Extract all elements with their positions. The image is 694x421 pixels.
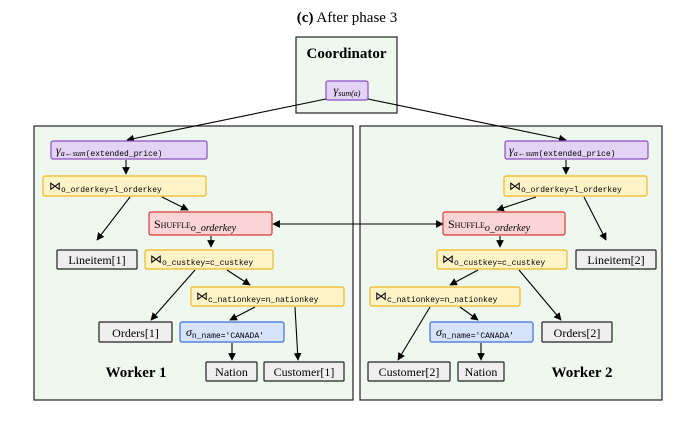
- coordinator-aggregate-label: γsum(a): [334, 83, 361, 98]
- worker-2-aggregate-label: γa←sum(extended_price): [509, 143, 615, 159]
- worker-2-join-mid-box: [436, 249, 568, 270]
- figure-caption: (c) After phase 3: [297, 10, 397, 26]
- worker-1-aggregate-box: [50, 140, 208, 160]
- worker-1-shuffle-box: [148, 211, 273, 236]
- worker-1-aggregate-label: γa←sum(extended_price): [56, 143, 162, 159]
- worker-2-orders-table: [541, 321, 613, 343]
- worker-1-orders-label: Orders[1]: [112, 326, 159, 340]
- coordinator-aggregate-box: [325, 80, 369, 101]
- worker-1-join-top-label: ⋈o_orderkey=l_orderkey: [49, 179, 162, 195]
- worker-2-join-mid-label: ⋈o_custkey=c_custkey: [442, 252, 545, 268]
- worker-1-shuffle-label: Shuffleo_orderkey: [154, 217, 237, 234]
- coordinator-title: Coordinator: [307, 46, 387, 62]
- worker-1-nation-label: Nation: [215, 365, 248, 379]
- plan-edges: [96, 98, 607, 361]
- worker-2-join-bottom-label: ⋈c_nationkey=n_nationkey: [375, 289, 498, 305]
- worker-1-join-bottom-label: ⋈c_nationkey=n_nationkey: [196, 289, 319, 305]
- worker-2-aggregate-box: [504, 140, 649, 160]
- worker-1-select-label: σn_name='CANADA': [186, 325, 264, 341]
- worker-2-shuffle-label: Shuffleo_orderkey: [448, 217, 531, 234]
- worker-1-join-mid-label: ⋈o_custkey=c_custkey: [150, 252, 253, 268]
- worker-2-nation-label: Nation: [465, 365, 498, 379]
- worker-1-lineitem-table: [56, 249, 138, 270]
- worker-1-customer-label: Customer[1]: [274, 365, 335, 379]
- worker-1-join-top-box: [42, 175, 207, 197]
- worker-2-lineitem-label: Lineitem[2]: [587, 253, 644, 267]
- worker-1-join-bottom-box: [190, 286, 345, 307]
- worker-2-label: Worker 2: [552, 365, 613, 381]
- worker-2-select-label: σn_name='CANADA': [436, 325, 514, 341]
- worker-1-join-mid-box: [144, 249, 274, 270]
- worker-1-customer-table: [263, 361, 345, 382]
- worker-1-select-box: [179, 321, 285, 343]
- worker-2-customer-label: Customer[2]: [379, 365, 440, 379]
- worker-2-join-top-box: [503, 175, 648, 197]
- worker-1-nation-table: [205, 361, 258, 382]
- worker-1-orders-table: [98, 321, 173, 343]
- worker-2-shuffle-box: [442, 211, 566, 236]
- worker-2-orders-label: Orders[2]: [554, 326, 601, 340]
- worker-2-lineitem-table: [575, 249, 657, 270]
- worker-2-join-top-label: ⋈o_orderkey=l_orderkey: [509, 179, 622, 195]
- worker-2-customer-table: [367, 361, 451, 382]
- worker-2-join-bottom-box: [369, 286, 521, 307]
- worker-2-nation-table: [457, 361, 505, 382]
- worker-2-select-box: [429, 321, 534, 343]
- worker-1-label: Worker 1: [106, 365, 167, 381]
- worker-1-lineitem-label: Lineitem[1]: [68, 253, 125, 267]
